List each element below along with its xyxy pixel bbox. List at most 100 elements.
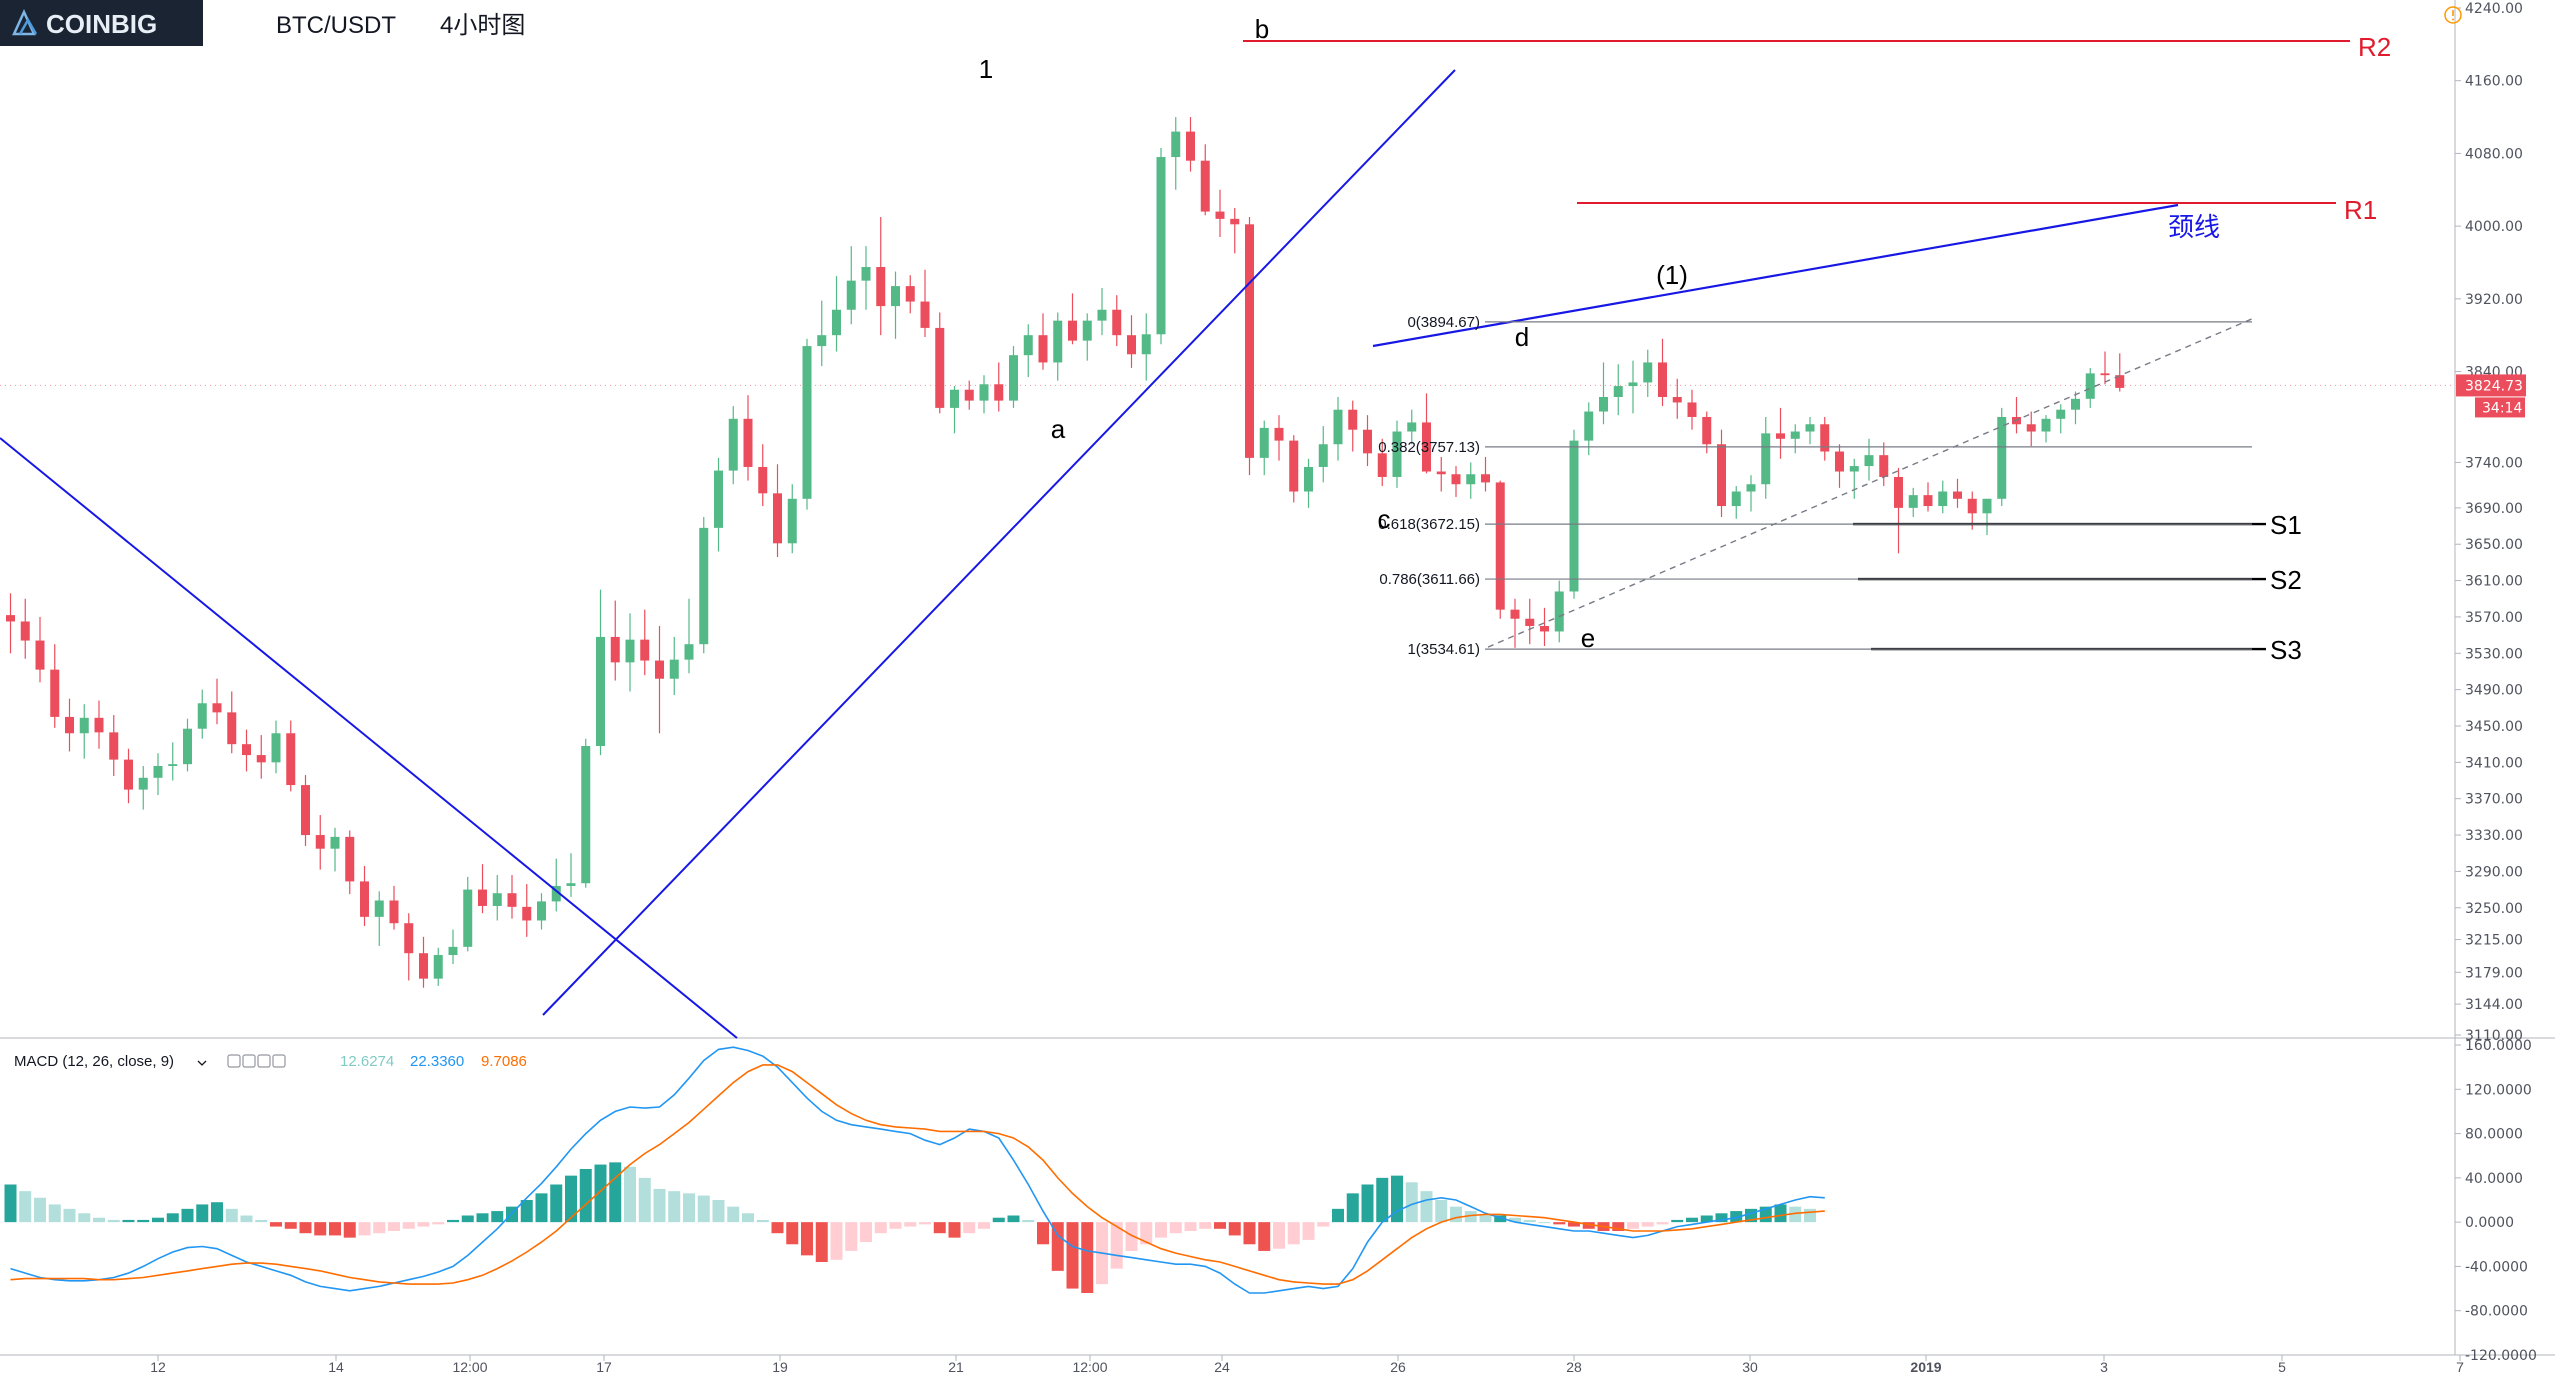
candle-body [684, 644, 694, 660]
candle-body [1481, 474, 1490, 483]
candle-body [743, 418, 753, 467]
time-tick-label: 12:00 [452, 1359, 487, 1375]
candle-body [2056, 409, 2066, 419]
candle-body [212, 703, 222, 713]
macd-tick-label: 80.0000 [2465, 1127, 2523, 1143]
macd-histogram-bar [874, 1222, 887, 1234]
candle-body [1466, 474, 1476, 485]
macd-histogram-bar [963, 1222, 976, 1234]
chevron-down-icon[interactable] [197, 1060, 207, 1066]
candle-body [1569, 440, 1579, 592]
macd-histogram-bar [1686, 1217, 1698, 1223]
macd-histogram-bar [1494, 1215, 1507, 1223]
wave-label-d: d [1515, 322, 1529, 352]
macd-histogram-bar [152, 1217, 164, 1223]
macd-tick-label: -120.0000 [2465, 1348, 2537, 1364]
macd-histogram-bar [343, 1222, 356, 1238]
macd-histogram-bar [63, 1208, 76, 1223]
macd-value: 22.3360 [410, 1053, 464, 1070]
macd-histogram-bar [904, 1222, 917, 1227]
time-tick-label: 14 [328, 1359, 344, 1375]
price-tick-label: 3530.00 [2465, 646, 2523, 662]
macd-histogram-bar [860, 1222, 872, 1243]
candle-body [1436, 471, 1446, 475]
price-tick-label: 3215.00 [2465, 933, 2523, 949]
candle-body [256, 755, 266, 763]
candle-body [1953, 491, 1962, 499]
macd-histogram-bar [1302, 1222, 1315, 1240]
candle-body [1200, 160, 1210, 212]
eye-icon[interactable] [227, 1054, 241, 1068]
macd-histogram-bar [1774, 1204, 1787, 1223]
macd-legend[interactable]: MACD (12, 26, close, 9) 12.6274 22.3360 9.7… [14, 1053, 527, 1070]
settings-icon[interactable] [242, 1054, 256, 1068]
candle-body [1038, 335, 1048, 363]
macd-histogram-bar [1789, 1206, 1802, 1223]
macd-histogram-bar [550, 1184, 563, 1223]
macd-histogram-bar [1450, 1206, 1462, 1223]
logo-triangle-inner [18, 17, 38, 35]
candle-body [168, 764, 178, 766]
macd-histogram-bar [683, 1193, 695, 1223]
macd-line [10, 1046, 1825, 1294]
macd-tick-label: 40.0000 [2465, 1171, 2523, 1187]
macd-histogram-bar [1273, 1222, 1285, 1249]
macd-histogram-bar [1317, 1222, 1330, 1227]
time-tick-label: 19 [772, 1359, 788, 1375]
macd-histogram-bar [1582, 1222, 1595, 1229]
macd-histogram-bar [1464, 1211, 1477, 1223]
price-tick-label: 3330.00 [2465, 828, 2523, 844]
price-tick-label: 3290.00 [2465, 864, 2523, 880]
candle-body [1776, 433, 1785, 439]
macd-histogram-bar [1435, 1200, 1448, 1223]
candle-body [1540, 626, 1549, 632]
candle-body [301, 785, 310, 836]
candle-body [1923, 495, 1933, 507]
candle-body [522, 906, 532, 921]
macd-histogram-bar [1169, 1222, 1182, 1234]
time-tick-label: 2019 [1910, 1359, 1941, 1375]
candle-body [2026, 424, 2036, 432]
macd-histogram-bar [786, 1222, 799, 1245]
macd-tick-label: -40.0000 [2465, 1259, 2528, 1275]
macd-scale[interactable]: 160.0000 120.0000 80.0000 40.0000 0.0000 -40.… [2455, 1038, 2537, 1364]
fib-level-label: 0.382(3757.13) [1378, 439, 1480, 456]
macd-histogram-bar [919, 1222, 931, 1225]
macd-histogram-bar [211, 1202, 223, 1223]
more-icon[interactable] [272, 1054, 286, 1068]
time-tick-label: 5 [2278, 1359, 2286, 1375]
macd-histogram-bar [1081, 1222, 1094, 1293]
price-tick-label: 3490.00 [2465, 683, 2523, 699]
macd-histogram-bar [122, 1219, 135, 1223]
candle-body [1068, 320, 1077, 341]
macd-histogram-bar [1243, 1222, 1256, 1245]
candle-body [448, 946, 458, 956]
candle-body [1274, 427, 1284, 441]
close-icon[interactable] [257, 1054, 271, 1068]
macd-histogram-bar [491, 1211, 504, 1223]
candle-body [846, 280, 856, 310]
macd-histogram-bar [402, 1222, 415, 1229]
alert-icon[interactable] [2444, 6, 2462, 24]
candle-body [1422, 422, 1431, 472]
candle-body [817, 335, 827, 347]
macd-histogram-bar [1523, 1219, 1536, 1223]
time-axis[interactable]: 12 14 12:00 17 19 21 12:00 24 26 28 30 2019 3 5 7 [150, 1355, 2464, 1375]
macd-histogram-bar [1656, 1222, 1669, 1225]
time-tick-label: 7 [2456, 1359, 2464, 1375]
price-tick-label: 3610.00 [2465, 574, 2523, 590]
candle-body [625, 639, 635, 663]
candle-body [551, 885, 561, 902]
candle-body [655, 660, 664, 679]
candle-body [286, 733, 296, 786]
interval-title: 4小时图 [440, 12, 525, 39]
macd-histogram-bar [181, 1208, 194, 1223]
macd-histogram-bar [1730, 1211, 1743, 1223]
header: COINBIG BTC/USDT 4小时图 [0, 0, 525, 46]
s2-label: S2 [2270, 565, 2302, 595]
candle-body [773, 493, 782, 544]
candle-body [1171, 131, 1181, 158]
price-scale[interactable]: 4240.004160.004080.004000.003920.003840.… [2455, 1, 2523, 1044]
macd-histogram-bar [978, 1222, 990, 1229]
candle-body [1495, 482, 1505, 610]
